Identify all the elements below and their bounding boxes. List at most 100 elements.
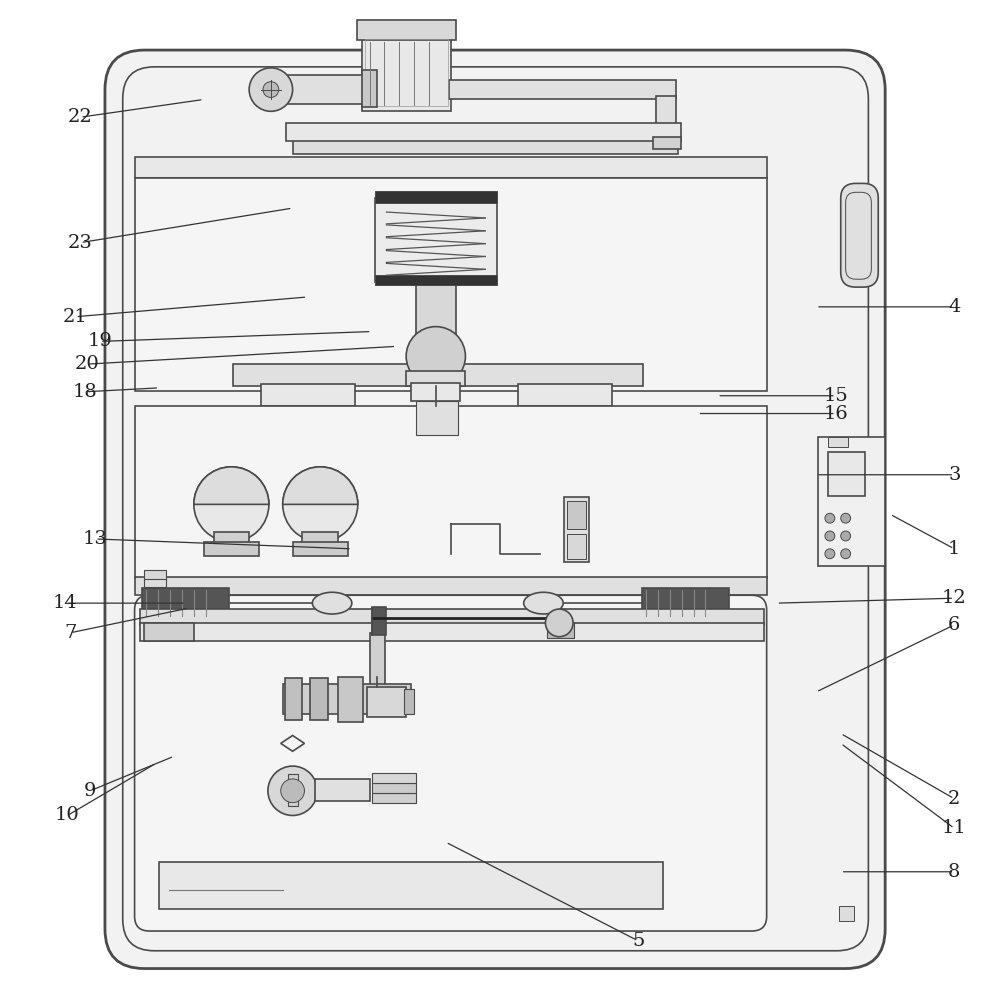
Bar bbox=[288, 774, 298, 806]
Bar bbox=[567, 534, 586, 559]
Bar bbox=[365, 40, 448, 107]
Ellipse shape bbox=[312, 592, 352, 614]
Text: 18: 18 bbox=[73, 383, 98, 401]
Text: 19: 19 bbox=[88, 332, 112, 350]
Bar bbox=[302, 532, 338, 544]
Ellipse shape bbox=[524, 592, 563, 614]
Circle shape bbox=[841, 513, 851, 523]
Text: 11: 11 bbox=[942, 819, 967, 838]
Text: 15: 15 bbox=[823, 387, 848, 405]
Bar bbox=[449, 80, 676, 100]
Bar bbox=[375, 275, 497, 285]
Bar bbox=[372, 607, 386, 635]
Wedge shape bbox=[283, 467, 358, 504]
FancyBboxPatch shape bbox=[135, 595, 767, 931]
Text: 16: 16 bbox=[823, 405, 848, 422]
Bar bbox=[372, 783, 416, 793]
Bar bbox=[653, 137, 681, 148]
Bar bbox=[315, 779, 370, 801]
Bar bbox=[135, 178, 767, 391]
Bar bbox=[372, 773, 416, 783]
Bar bbox=[140, 623, 764, 641]
Bar bbox=[135, 156, 767, 178]
Bar bbox=[288, 75, 365, 105]
Text: 6: 6 bbox=[948, 616, 960, 634]
Bar bbox=[142, 588, 229, 618]
Circle shape bbox=[825, 513, 835, 523]
Bar bbox=[338, 677, 363, 722]
Circle shape bbox=[283, 467, 358, 542]
Bar bbox=[370, 633, 385, 687]
Text: 14: 14 bbox=[53, 594, 78, 612]
Wedge shape bbox=[194, 467, 269, 504]
Bar bbox=[285, 678, 302, 720]
Text: 1: 1 bbox=[948, 540, 960, 558]
Bar bbox=[135, 578, 767, 595]
Bar bbox=[518, 384, 612, 405]
Bar bbox=[406, 371, 465, 386]
Bar bbox=[375, 191, 497, 203]
Circle shape bbox=[263, 82, 279, 98]
Bar bbox=[416, 282, 456, 336]
Bar bbox=[144, 580, 166, 587]
Bar bbox=[135, 405, 767, 579]
Bar bbox=[362, 70, 377, 108]
Bar bbox=[367, 687, 406, 717]
Text: 3: 3 bbox=[948, 466, 961, 484]
Bar bbox=[564, 497, 589, 562]
Bar bbox=[357, 21, 456, 41]
Bar bbox=[204, 542, 259, 556]
Text: 7: 7 bbox=[64, 624, 77, 642]
Bar bbox=[293, 139, 678, 153]
Bar bbox=[144, 623, 194, 641]
Text: 20: 20 bbox=[75, 355, 100, 373]
Bar bbox=[818, 437, 885, 566]
Bar bbox=[372, 793, 416, 803]
Text: 5: 5 bbox=[632, 932, 644, 949]
Text: 4: 4 bbox=[948, 298, 960, 315]
Circle shape bbox=[825, 531, 835, 541]
Circle shape bbox=[194, 467, 269, 542]
Bar bbox=[375, 198, 497, 282]
Circle shape bbox=[825, 549, 835, 559]
Circle shape bbox=[281, 779, 304, 803]
Bar bbox=[404, 689, 414, 714]
Bar bbox=[839, 906, 854, 921]
Bar bbox=[567, 501, 586, 529]
Bar bbox=[416, 401, 458, 435]
Bar bbox=[159, 861, 663, 909]
Circle shape bbox=[841, 531, 851, 541]
Text: 10: 10 bbox=[55, 806, 80, 825]
Text: 9: 9 bbox=[84, 781, 96, 800]
Bar bbox=[261, 384, 355, 405]
Bar bbox=[140, 609, 764, 625]
Text: 13: 13 bbox=[83, 530, 108, 548]
Bar bbox=[828, 452, 865, 496]
Bar bbox=[233, 364, 643, 386]
Text: 23: 23 bbox=[68, 233, 93, 251]
Bar bbox=[214, 532, 249, 544]
Bar bbox=[656, 97, 676, 143]
Bar bbox=[362, 38, 451, 112]
Bar bbox=[293, 542, 348, 556]
Circle shape bbox=[406, 326, 465, 386]
Bar bbox=[283, 684, 411, 714]
Bar bbox=[411, 383, 460, 401]
Text: 22: 22 bbox=[68, 108, 93, 127]
Circle shape bbox=[545, 609, 573, 637]
Circle shape bbox=[841, 549, 851, 559]
Circle shape bbox=[268, 766, 317, 816]
FancyBboxPatch shape bbox=[841, 183, 878, 287]
Text: 21: 21 bbox=[63, 308, 88, 325]
Bar bbox=[547, 622, 574, 638]
Bar bbox=[286, 124, 681, 141]
Text: 12: 12 bbox=[942, 589, 967, 607]
Text: 2: 2 bbox=[948, 789, 960, 808]
Text: 8: 8 bbox=[948, 862, 960, 881]
Bar bbox=[642, 588, 729, 618]
Bar bbox=[828, 437, 848, 447]
FancyBboxPatch shape bbox=[105, 50, 885, 968]
Bar bbox=[144, 570, 166, 582]
Bar bbox=[310, 678, 328, 720]
Circle shape bbox=[249, 68, 293, 112]
